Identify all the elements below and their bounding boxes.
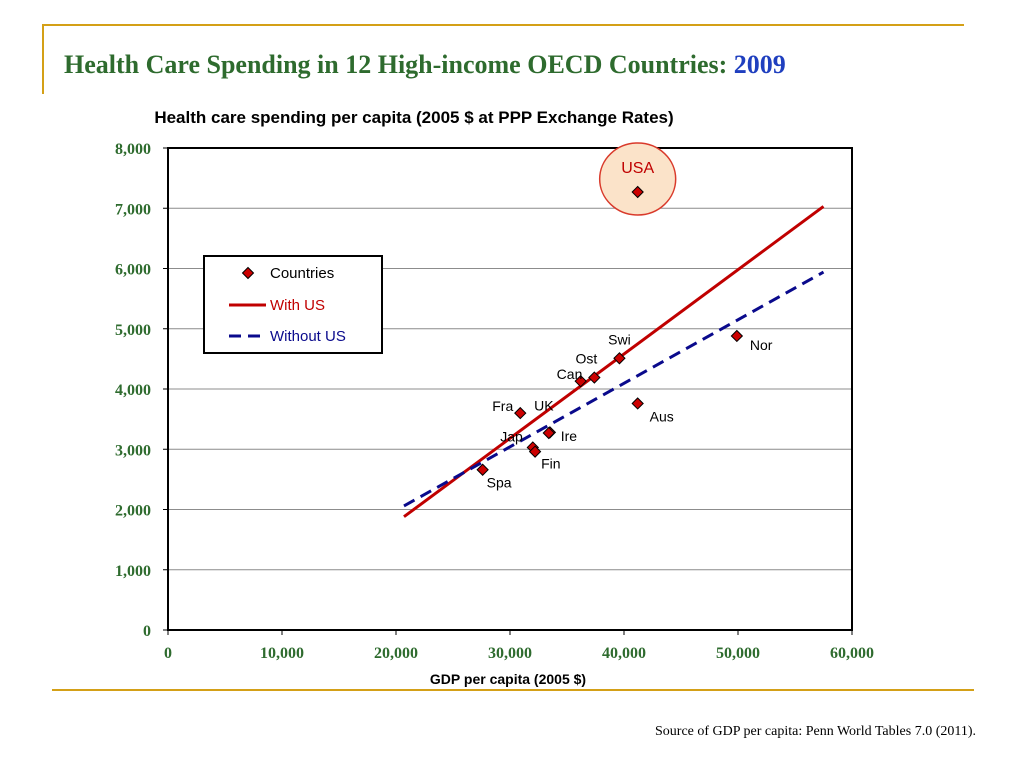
x-tick-label: 30,000 (488, 645, 532, 662)
without-us-line (403, 270, 825, 508)
point-label: Fra (492, 398, 513, 414)
frame-bottom-rule (52, 689, 974, 691)
y-tick-label: 7,000 (115, 201, 151, 218)
legend-label: Countries (270, 265, 334, 282)
x-tick-label: 20,000 (374, 645, 418, 662)
frame-top-rule (42, 24, 964, 26)
source-note: Source of GDP per capita: Penn World Tab… (655, 724, 976, 739)
point-label: Fin (541, 456, 560, 472)
point-label: Can (557, 366, 583, 382)
x-tick-label: 50,000 (716, 645, 760, 662)
data-point (528, 445, 542, 458)
highlight-ellipse (598, 142, 677, 216)
data-point (631, 185, 644, 199)
slide-title-text: Health Care Spending in 12 High-income O… (64, 50, 734, 79)
x-tick-label: 0 (164, 645, 172, 662)
data-point (730, 329, 744, 343)
data-point (574, 374, 587, 388)
point-label: Nor (750, 337, 773, 353)
with-us-line (403, 205, 825, 518)
data-point (476, 463, 489, 476)
y-tick-label: 8,000 (115, 141, 151, 158)
x-tick-label: 40,000 (602, 645, 646, 662)
y-tick-label: 2,000 (115, 503, 151, 520)
x-axis-label: GDP per capita (2005 $) (430, 671, 586, 687)
point-label: Jap (500, 428, 523, 444)
point-label: Ire (561, 428, 578, 444)
data-point (631, 397, 644, 410)
y-tick-label: 3,000 (115, 442, 151, 459)
point-label: Ost (575, 351, 597, 367)
y-tick-label: 6,000 (115, 262, 151, 279)
frame-left-rule (42, 24, 44, 94)
y-tick-label: 1,000 (115, 563, 151, 580)
legend-marker-countries (241, 266, 255, 280)
chart-title: Health care spending per capita (2005 $ … (154, 108, 673, 127)
point-label: Spa (487, 475, 512, 491)
x-tick-label: 60,000 (830, 645, 874, 662)
data-point (514, 406, 527, 420)
data-point (542, 426, 555, 440)
y-tick-label: 4,000 (115, 382, 151, 399)
data-point (613, 352, 626, 365)
point-label: Aus (650, 408, 674, 424)
y-tick-label: 0 (143, 623, 151, 640)
point-label-usa: USA (621, 160, 654, 177)
x-tick-label: 10,000 (260, 645, 304, 662)
point-label: UK (534, 397, 554, 413)
legend-label: Without US (270, 328, 346, 345)
point-label: Swi (608, 331, 631, 347)
y-tick-label: 5,000 (115, 322, 151, 339)
data-point (588, 371, 601, 384)
legend-label: With US (270, 297, 325, 314)
slide-title-year: 2009 (733, 50, 786, 79)
slide-title: Health Care Spending in 12 High-income O… (64, 50, 786, 80)
